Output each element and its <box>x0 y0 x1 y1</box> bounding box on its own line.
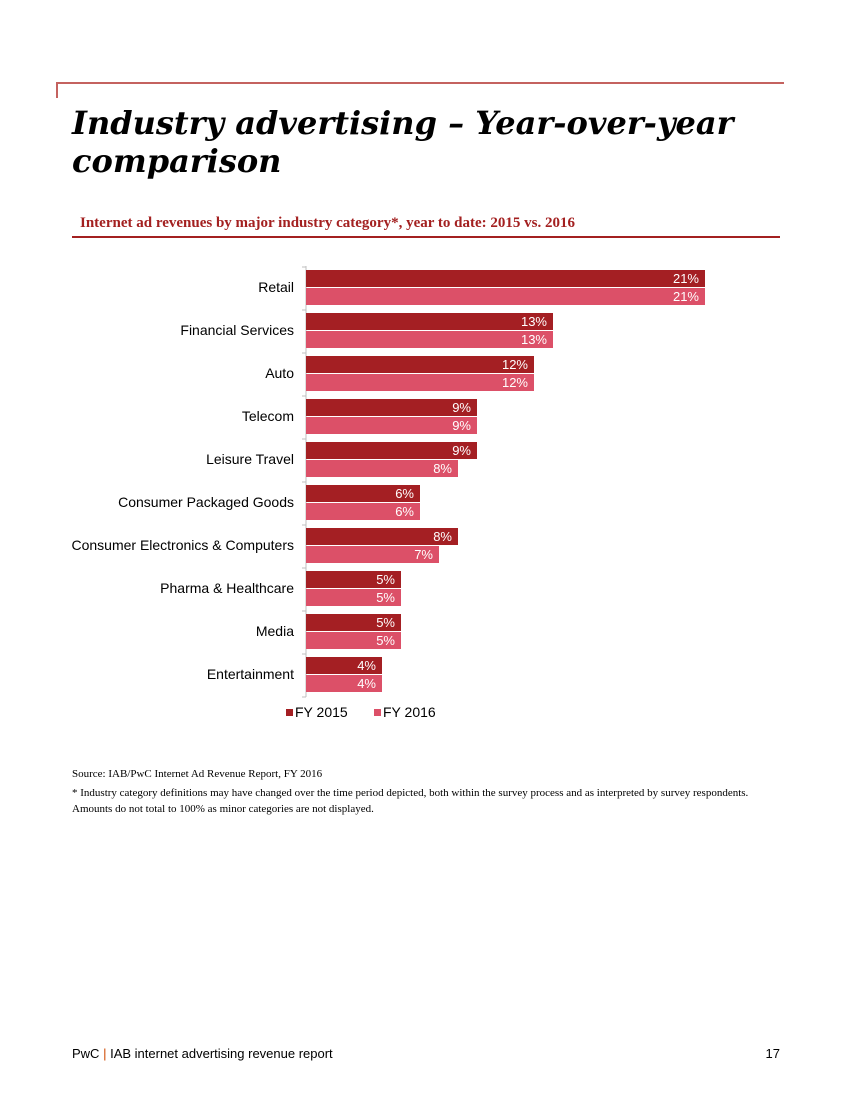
category-label: Financial Services <box>180 322 294 338</box>
bar-fy2016 <box>306 675 382 692</box>
footer-report-name: IAB internet advertising revenue report <box>110 1046 333 1061</box>
bar-fy2016 <box>306 374 534 391</box>
bar-fy2016 <box>306 331 553 348</box>
bar-value-label: 12% <box>502 375 528 390</box>
bar-fy2015 <box>306 270 705 287</box>
chart-subtitle: Internet ad revenues by major industry c… <box>80 215 575 231</box>
legend-swatch-fy2016 <box>374 709 381 716</box>
footnote: * Industry category definitions may have… <box>72 787 749 815</box>
category-label: Entertainment <box>207 666 294 682</box>
category-label: Consumer Electronics & Computers <box>71 537 294 553</box>
bar-value-label: 4% <box>357 676 376 691</box>
bar-value-label: 5% <box>376 633 395 648</box>
bar-value-label: 9% <box>452 418 471 433</box>
legend-label: FY 2015 <box>295 704 348 720</box>
bar-fy2015 <box>306 313 553 330</box>
bar-fy2015 <box>306 571 401 588</box>
category-label: Media <box>256 623 294 639</box>
bar-value-label: 5% <box>376 572 395 587</box>
bar-fy2015 <box>306 485 420 502</box>
bar-value-label: 13% <box>521 332 547 347</box>
bar-value-label: 4% <box>357 658 376 673</box>
legend-swatch-fy2015 <box>286 709 293 716</box>
bar-value-label: 9% <box>452 400 471 415</box>
bar-fy2016 <box>306 460 458 477</box>
bar-fy2016 <box>306 503 420 520</box>
bar-fy2015 <box>306 399 477 416</box>
bar-chart: Retail 21% 21% Financial Services 13% 13% Auto… <box>71 266 705 720</box>
footer-left: PwC | IAB internet advertising revenue r… <box>72 1046 333 1061</box>
category-label: Consumer Packaged Goods <box>118 494 294 510</box>
footer-brand: PwC <box>72 1046 100 1061</box>
page-number: 17 <box>765 1046 780 1061</box>
bar-value-label: 21% <box>673 289 699 304</box>
bar-fy2015 <box>306 442 477 459</box>
bar-value-label: 21% <box>673 271 699 286</box>
bar-fy2016 <box>306 288 705 305</box>
bar-value-label: 13% <box>521 314 547 329</box>
bar-fy2016 <box>306 589 401 606</box>
category-label: Telecom <box>242 408 294 424</box>
bar-value-label: 5% <box>376 590 395 605</box>
page-footer: PwC | IAB internet advertising revenue r… <box>72 1046 780 1061</box>
bar-fy2016 <box>306 417 477 434</box>
subtitle-rule <box>72 236 780 238</box>
page-title: Industry advertising – Year-over-year co… <box>72 104 734 180</box>
bar-value-label: 8% <box>433 529 452 544</box>
bar-fy2015 <box>306 356 534 373</box>
bar-value-label: 12% <box>502 357 528 372</box>
bar-fy2015 <box>306 528 458 545</box>
category-label: Auto <box>265 365 294 381</box>
bar-value-label: 7% <box>414 547 433 562</box>
category-label: Retail <box>258 279 294 295</box>
category-label: Pharma & Healthcare <box>160 580 294 596</box>
bar-fy2015 <box>306 657 382 674</box>
top-rule <box>56 82 784 84</box>
legend-label: FY 2016 <box>383 704 436 720</box>
bar-value-label: 8% <box>433 461 452 476</box>
bar-fy2016 <box>306 546 439 563</box>
bar-value-label: 9% <box>452 443 471 458</box>
bar-value-label: 6% <box>395 486 414 501</box>
source-note: Source: IAB/PwC Internet Ad Revenue Repo… <box>72 768 323 780</box>
bar-fy2016 <box>306 632 401 649</box>
bar-fy2015 <box>306 614 401 631</box>
footer-separator: | <box>103 1046 107 1061</box>
bar-value-label: 6% <box>395 504 414 519</box>
top-rule-tick <box>56 82 58 98</box>
bar-value-label: 5% <box>376 615 395 630</box>
category-label: Leisure Travel <box>206 451 294 467</box>
